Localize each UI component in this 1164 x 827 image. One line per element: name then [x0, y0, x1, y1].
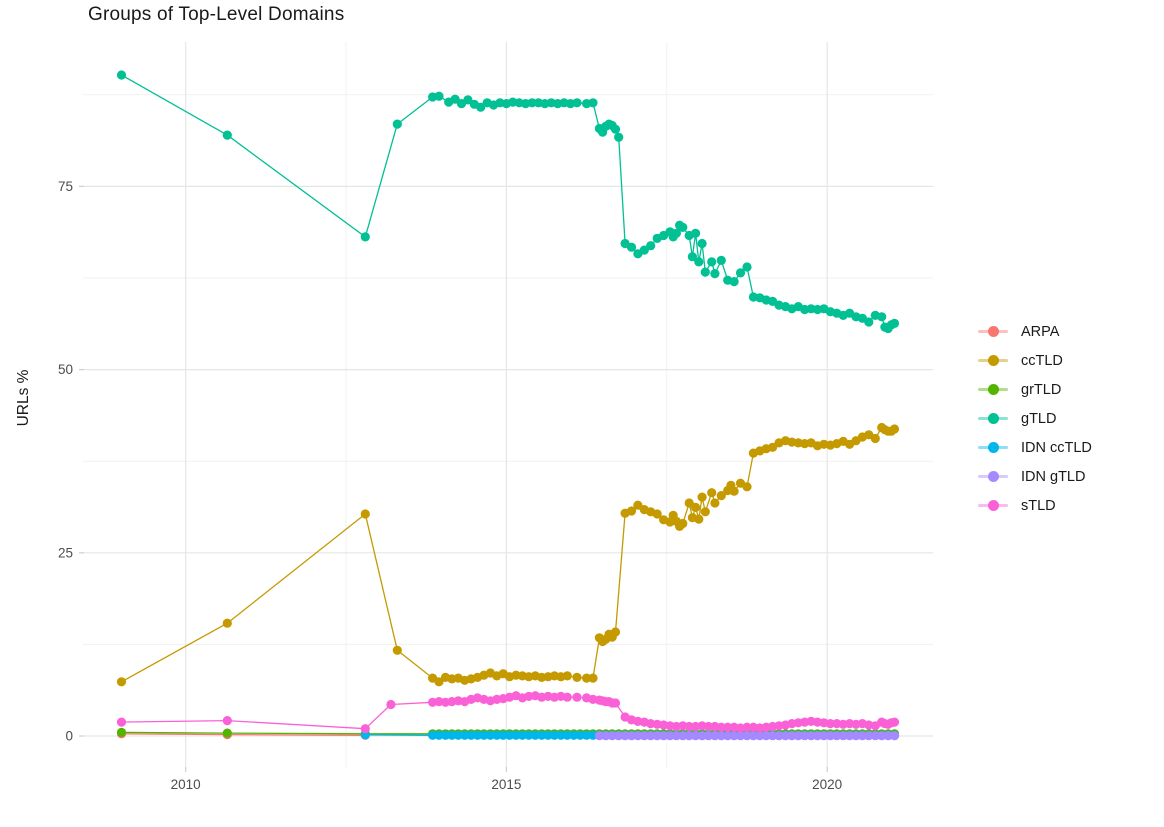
legend-item-gtld: gTLD	[978, 404, 1092, 433]
legend-item-stld: sTLD	[978, 491, 1092, 520]
x-tick-label-2015: 2015	[491, 777, 521, 792]
x-tick-label-2010: 2010	[171, 777, 201, 792]
legend-swatch-idn-cctld-icon	[978, 441, 1008, 454]
grid-minor	[83, 42, 933, 769]
x-tick-label-2020: 2020	[812, 777, 842, 792]
legend-swatch-arpa-icon	[978, 325, 1008, 338]
legend-label-grtld: grTLD	[1021, 381, 1062, 398]
legend-swatch-grtld-icon	[978, 383, 1008, 396]
legend-item-cctld: ccTLD	[978, 346, 1092, 375]
legend-swatch-gtld-icon	[978, 412, 1008, 425]
y-axis-ticks: 0 25 50 75	[58, 179, 84, 744]
series-gtld	[116, 70, 900, 334]
series-arpa	[116, 729, 370, 740]
grid-major	[83, 42, 933, 769]
legend-label-idn-cctld: IDN ccTLD	[1021, 439, 1092, 456]
x-axis-ticks: 2010 2015 2020	[171, 767, 842, 792]
legend-swatch-idn-gtld-icon	[978, 470, 1008, 483]
legend-item-grtld: grTLD	[978, 375, 1092, 404]
y-tick-label-25: 25	[58, 545, 73, 560]
legend-item-arpa: ARPA	[978, 317, 1092, 346]
legend-label-cctld: ccTLD	[1021, 352, 1063, 369]
legend-label-arpa: ARPA	[1021, 323, 1060, 340]
legend-label-idn-gtld: IDN gTLD	[1021, 468, 1086, 485]
series-idn-gtld	[594, 731, 900, 741]
legend-swatch-cctld-icon	[978, 354, 1008, 367]
legend-label-stld: sTLD	[1021, 497, 1056, 514]
y-tick-label-0: 0	[65, 729, 73, 744]
legend: ARPA ccTLD grTLD gTLD IDN ccTLD IDN gTLD sTLD	[978, 317, 1092, 520]
legend-label-gtld: gTLD	[1021, 410, 1057, 427]
y-tick-label-50: 50	[58, 362, 73, 377]
legend-item-idn-gtld: IDN gTLD	[978, 462, 1092, 491]
legend-swatch-stld-icon	[978, 499, 1008, 512]
series-cctld	[116, 422, 900, 687]
series-stld	[116, 691, 900, 734]
legend-item-idn-cctld: IDN ccTLD	[978, 433, 1092, 462]
chart-title: Groups of Top-Level Domains	[88, 4, 345, 25]
y-tick-label-75: 75	[58, 179, 73, 194]
